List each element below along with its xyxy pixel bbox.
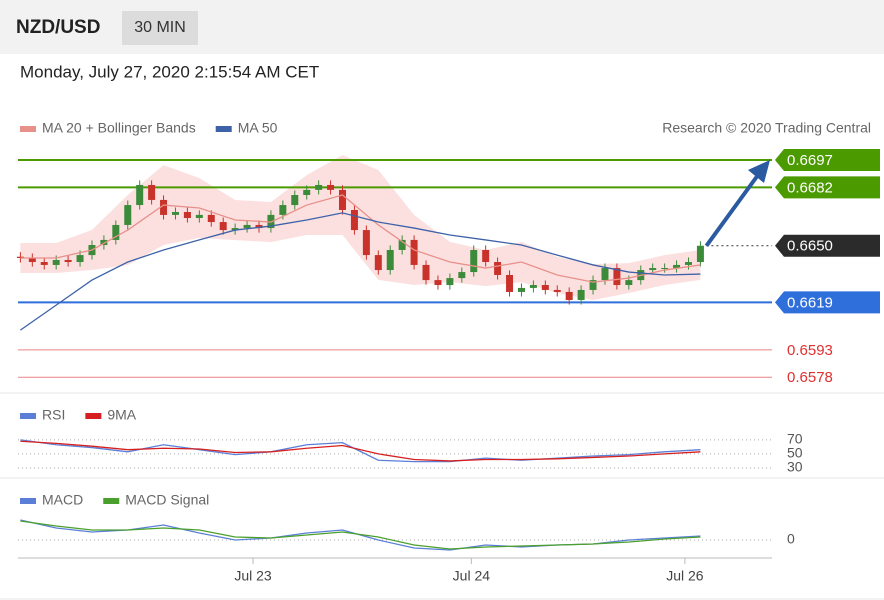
candle-body xyxy=(374,255,382,271)
candle-body xyxy=(553,289,561,292)
legend-label: 9MA xyxy=(107,407,136,423)
forecast-arrow xyxy=(704,173,760,247)
candle-body xyxy=(613,268,621,286)
timestamp: Monday, July 27, 2020 2:15:54 AM CET xyxy=(20,62,319,81)
candle-body xyxy=(494,262,502,275)
level-label: 0.6697 xyxy=(787,152,833,169)
level-label: 0.6682 xyxy=(787,179,833,196)
candle-body xyxy=(696,245,704,263)
candle-body xyxy=(434,280,442,286)
candle-body xyxy=(684,262,692,265)
candle-body xyxy=(40,262,48,265)
candle-body xyxy=(52,260,60,265)
candle-body xyxy=(386,249,394,271)
candle-body xyxy=(649,268,657,271)
candle-body xyxy=(673,264,681,269)
candle-body xyxy=(219,222,227,231)
candle-body xyxy=(541,285,549,290)
candle-body xyxy=(195,214,203,219)
candle-body xyxy=(327,184,335,190)
x-tick-label: Jul 23 xyxy=(234,568,272,584)
level-tag xyxy=(775,148,880,171)
candle-body xyxy=(136,184,144,206)
candle-body xyxy=(410,239,418,265)
candle-body xyxy=(279,205,287,215)
y-tick-label: 50 xyxy=(787,445,803,461)
legend-swatch xyxy=(20,498,36,504)
current-price-tag xyxy=(775,234,880,257)
legend-swatch xyxy=(215,126,232,132)
forecast-arrowhead xyxy=(748,160,770,183)
bollinger-band xyxy=(20,155,701,301)
legend-label: RSI xyxy=(42,407,65,423)
x-tick-label: Jul 24 xyxy=(453,568,491,584)
level-label: 0.6593 xyxy=(787,342,833,359)
candle-body xyxy=(625,280,633,286)
candle-body xyxy=(601,268,609,281)
candle-body xyxy=(171,211,179,215)
candle-body xyxy=(315,184,323,190)
legend-label: MA 50 xyxy=(238,120,278,136)
legend-swatch xyxy=(103,498,120,504)
candle-body xyxy=(589,280,597,290)
candle-body xyxy=(291,195,299,206)
candle-body xyxy=(183,211,191,219)
indicator-line xyxy=(20,439,701,463)
level-label: 0.6619 xyxy=(787,294,833,311)
candle-body xyxy=(517,287,525,292)
legend-label: MA 20 + Bollinger Bands xyxy=(42,120,196,136)
candle-body xyxy=(207,214,215,223)
candle-body xyxy=(398,239,406,250)
candle-body xyxy=(458,272,466,279)
candle-body xyxy=(160,199,168,215)
candle-body xyxy=(506,274,514,292)
candle-body xyxy=(422,264,430,281)
candle-body xyxy=(255,224,263,229)
ma-line xyxy=(20,194,701,283)
candle-body xyxy=(64,260,72,263)
y-tick-label: 30 xyxy=(787,459,803,475)
candle-body xyxy=(231,228,239,231)
candle-body xyxy=(362,230,370,256)
legend-label: MACD Signal xyxy=(125,492,209,508)
candle-body xyxy=(577,289,585,300)
level-label: 0.6578 xyxy=(787,369,833,386)
legend-swatch xyxy=(20,126,36,132)
candle-body xyxy=(565,291,573,300)
indicator-line xyxy=(20,440,701,462)
legend-label: MACD xyxy=(42,492,83,508)
candle-body xyxy=(124,205,132,225)
candle-body xyxy=(529,285,537,288)
candle-body xyxy=(112,224,120,240)
candle-body xyxy=(482,249,490,263)
candle-body xyxy=(446,278,454,286)
candle-body xyxy=(76,255,84,263)
indicator-line xyxy=(20,520,701,550)
legend-swatch xyxy=(20,413,36,419)
candle-body xyxy=(303,189,311,196)
current-price-label: 0.6650 xyxy=(787,238,833,255)
legend-swatch xyxy=(85,413,102,419)
candle-body xyxy=(243,224,251,229)
candle-body xyxy=(350,209,358,231)
interval[interactable]: 30 MIN xyxy=(134,19,186,36)
symbol: NZD/USD xyxy=(16,17,100,38)
ma-line xyxy=(20,212,701,331)
candle-body xyxy=(28,257,36,263)
x-tick-label: Jul 26 xyxy=(666,568,704,584)
candle-body xyxy=(661,268,669,270)
level-tag xyxy=(775,176,880,199)
interval-badge[interactable] xyxy=(122,11,198,45)
y-tick-label: 0 xyxy=(787,531,795,547)
level-tag xyxy=(775,291,880,314)
source: Research © 2020 Trading Central xyxy=(662,120,871,136)
candle-body xyxy=(148,184,156,200)
y-tick-label: 70 xyxy=(787,431,803,447)
candle-body xyxy=(339,189,347,210)
candle-body xyxy=(470,249,478,273)
candle-body xyxy=(100,239,108,246)
